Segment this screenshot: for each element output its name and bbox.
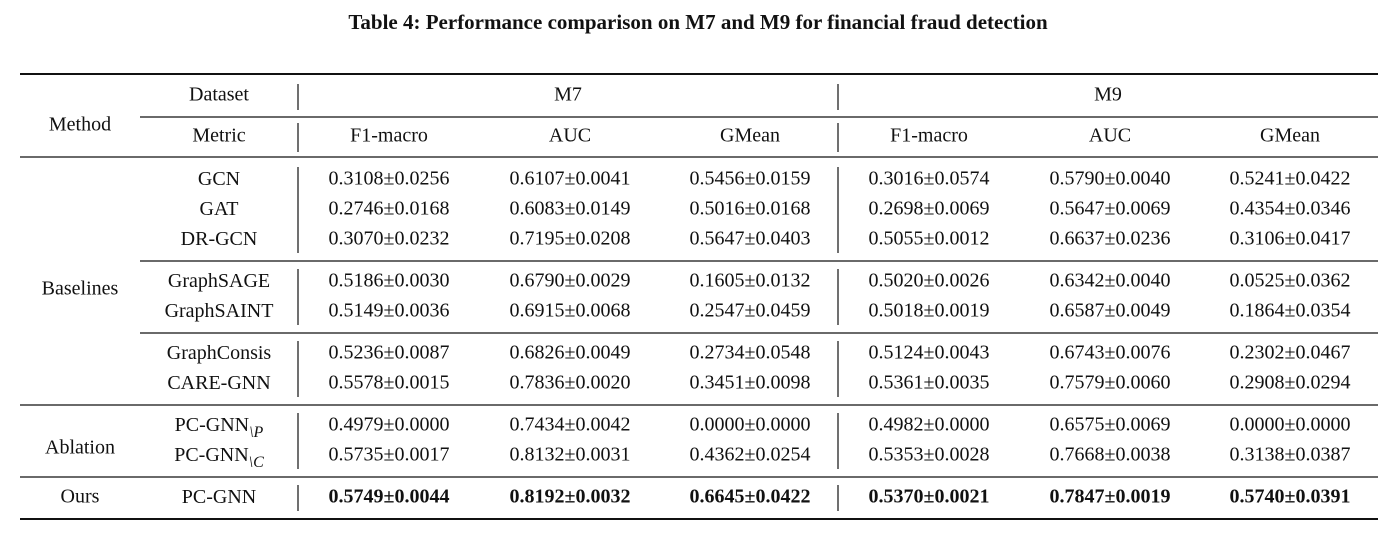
cell-value: 0.7579±0.0060: [1050, 372, 1171, 394]
cell-value: 0.0000±0.0000: [1230, 414, 1351, 436]
method-text: PC-GNN: [175, 414, 249, 436]
cell-value: 0.7836±0.0020: [510, 372, 631, 394]
cell-value: 0.7847±0.0019: [1050, 486, 1171, 508]
metric-name: AUC: [1089, 125, 1131, 147]
method-text: PC-GNN: [174, 444, 248, 466]
cell-value: 0.7668±0.0038: [1050, 444, 1171, 466]
cell-value: 0.8132±0.0031: [510, 444, 631, 466]
cell-value: 0.5055±0.0012: [869, 228, 990, 250]
group-label: Ablation: [45, 437, 115, 459]
cell-value: 0.5020±0.0026: [869, 270, 990, 292]
cell-value: 0.7434±0.0042: [510, 414, 631, 436]
cell-value: 0.5749±0.0044: [329, 486, 450, 508]
method-name: DR-GCN: [181, 228, 258, 250]
cell-value: 0.5236±0.0087: [329, 342, 450, 364]
method-name: PC-GNN\C: [174, 444, 264, 471]
cell-value: 0.5353±0.0028: [869, 444, 990, 466]
cell-value: 0.6575±0.0069: [1050, 414, 1171, 436]
method-name: GCN: [198, 168, 240, 190]
method-text: GraphConsis: [167, 342, 272, 364]
cell-value: 0.3016±0.0574: [869, 168, 990, 190]
cell-value: 0.4979±0.0000: [329, 414, 450, 436]
cell-value: 0.4354±0.0346: [1230, 198, 1351, 220]
cell-value: 0.5740±0.0391: [1230, 486, 1351, 508]
cell-value: 0.5186±0.0030: [329, 270, 450, 292]
cell-value: 0.5149±0.0036: [329, 300, 450, 322]
header-method: Method: [49, 114, 111, 136]
cell-value: 0.6790±0.0029: [510, 270, 631, 292]
method-text: GraphSAGE: [168, 270, 270, 292]
method-subscript: \P: [249, 424, 263, 441]
metric-name: AUC: [549, 125, 591, 147]
metric-name: F1-macro: [890, 125, 968, 147]
method-subscript: \C: [249, 454, 264, 471]
group-label: Baselines: [42, 278, 119, 300]
cell-value: 0.5370±0.0021: [869, 486, 990, 508]
method-text: GraphSAINT: [165, 300, 274, 322]
cell-value: 0.6107±0.0041: [510, 168, 631, 190]
cell-value: 0.3106±0.0417: [1230, 228, 1351, 250]
method-text: GCN: [198, 168, 240, 190]
dataset-name: M7: [554, 84, 582, 106]
cell-value: 0.5456±0.0159: [690, 168, 811, 190]
method-name: GraphConsis: [167, 342, 272, 364]
method-name: GraphSAGE: [168, 270, 270, 292]
cell-value: 0.2698±0.0069: [869, 198, 990, 220]
cell-value: 0.1605±0.0132: [690, 270, 811, 292]
metric-name: F1-macro: [350, 125, 428, 147]
cell-value: 0.1864±0.0354: [1230, 300, 1351, 322]
cell-value: 0.0525±0.0362: [1230, 270, 1351, 292]
cell-value: 0.8192±0.0032: [510, 486, 631, 508]
method-name: GAT: [200, 198, 239, 220]
cell-value: 0.2302±0.0467: [1230, 342, 1351, 364]
cell-value: 0.2908±0.0294: [1230, 372, 1351, 394]
cell-value: 0.4362±0.0254: [690, 444, 811, 466]
cell-value: 0.5790±0.0040: [1050, 168, 1171, 190]
cell-value: 0.6743±0.0076: [1050, 342, 1171, 364]
header-metric: Metric: [192, 125, 245, 147]
cell-value: 0.3108±0.0256: [329, 168, 450, 190]
method-name: PC-GNN\P: [175, 414, 264, 441]
cell-value: 0.6637±0.0236: [1050, 228, 1171, 250]
method-name: CARE-GNN: [167, 372, 270, 394]
method-text: PC-GNN: [182, 486, 256, 508]
method-name: PC-GNN: [182, 486, 256, 508]
cell-value: 0.6645±0.0422: [690, 486, 811, 508]
cell-value: 0.6083±0.0149: [510, 198, 631, 220]
cell-value: 0.2746±0.0168: [329, 198, 450, 220]
header-dataset: Dataset: [189, 84, 249, 106]
cell-value: 0.5124±0.0043: [869, 342, 990, 364]
cell-value: 0.0000±0.0000: [690, 414, 811, 436]
metric-name: GMean: [1260, 125, 1320, 147]
table-title: Table 4: Performance comparison on M7 an…: [348, 10, 1048, 34]
cell-value: 0.5018±0.0019: [869, 300, 990, 322]
cell-value: 0.5735±0.0017: [329, 444, 450, 466]
dataset-name: M9: [1094, 84, 1122, 106]
cell-value: 0.6587±0.0049: [1050, 300, 1171, 322]
cell-value: 0.5647±0.0403: [690, 228, 811, 250]
cell-value: 0.3138±0.0387: [1230, 444, 1351, 466]
cell-value: 0.3070±0.0232: [329, 228, 450, 250]
cell-value: 0.5241±0.0422: [1230, 168, 1351, 190]
group-label: Ours: [61, 486, 100, 508]
cell-value: 0.5361±0.0035: [869, 372, 990, 394]
cell-value: 0.6826±0.0049: [510, 342, 631, 364]
cell-value: 0.4982±0.0000: [869, 414, 990, 436]
cell-value: 0.3451±0.0098: [690, 372, 811, 394]
method-name: GraphSAINT: [165, 300, 274, 322]
cell-value: 0.7195±0.0208: [510, 228, 631, 250]
method-text: GAT: [200, 198, 239, 220]
cell-value: 0.5016±0.0168: [690, 198, 811, 220]
cell-value: 0.2547±0.0459: [690, 300, 811, 322]
method-text: DR-GCN: [181, 228, 258, 250]
cell-value: 0.6342±0.0040: [1050, 270, 1171, 292]
cell-value: 0.2734±0.0548: [690, 342, 811, 364]
cell-value: 0.6915±0.0068: [510, 300, 631, 322]
cell-value: 0.5578±0.0015: [329, 372, 450, 394]
metric-name: GMean: [720, 125, 780, 147]
cell-value: 0.5647±0.0069: [1050, 198, 1171, 220]
method-text: CARE-GNN: [167, 372, 270, 394]
